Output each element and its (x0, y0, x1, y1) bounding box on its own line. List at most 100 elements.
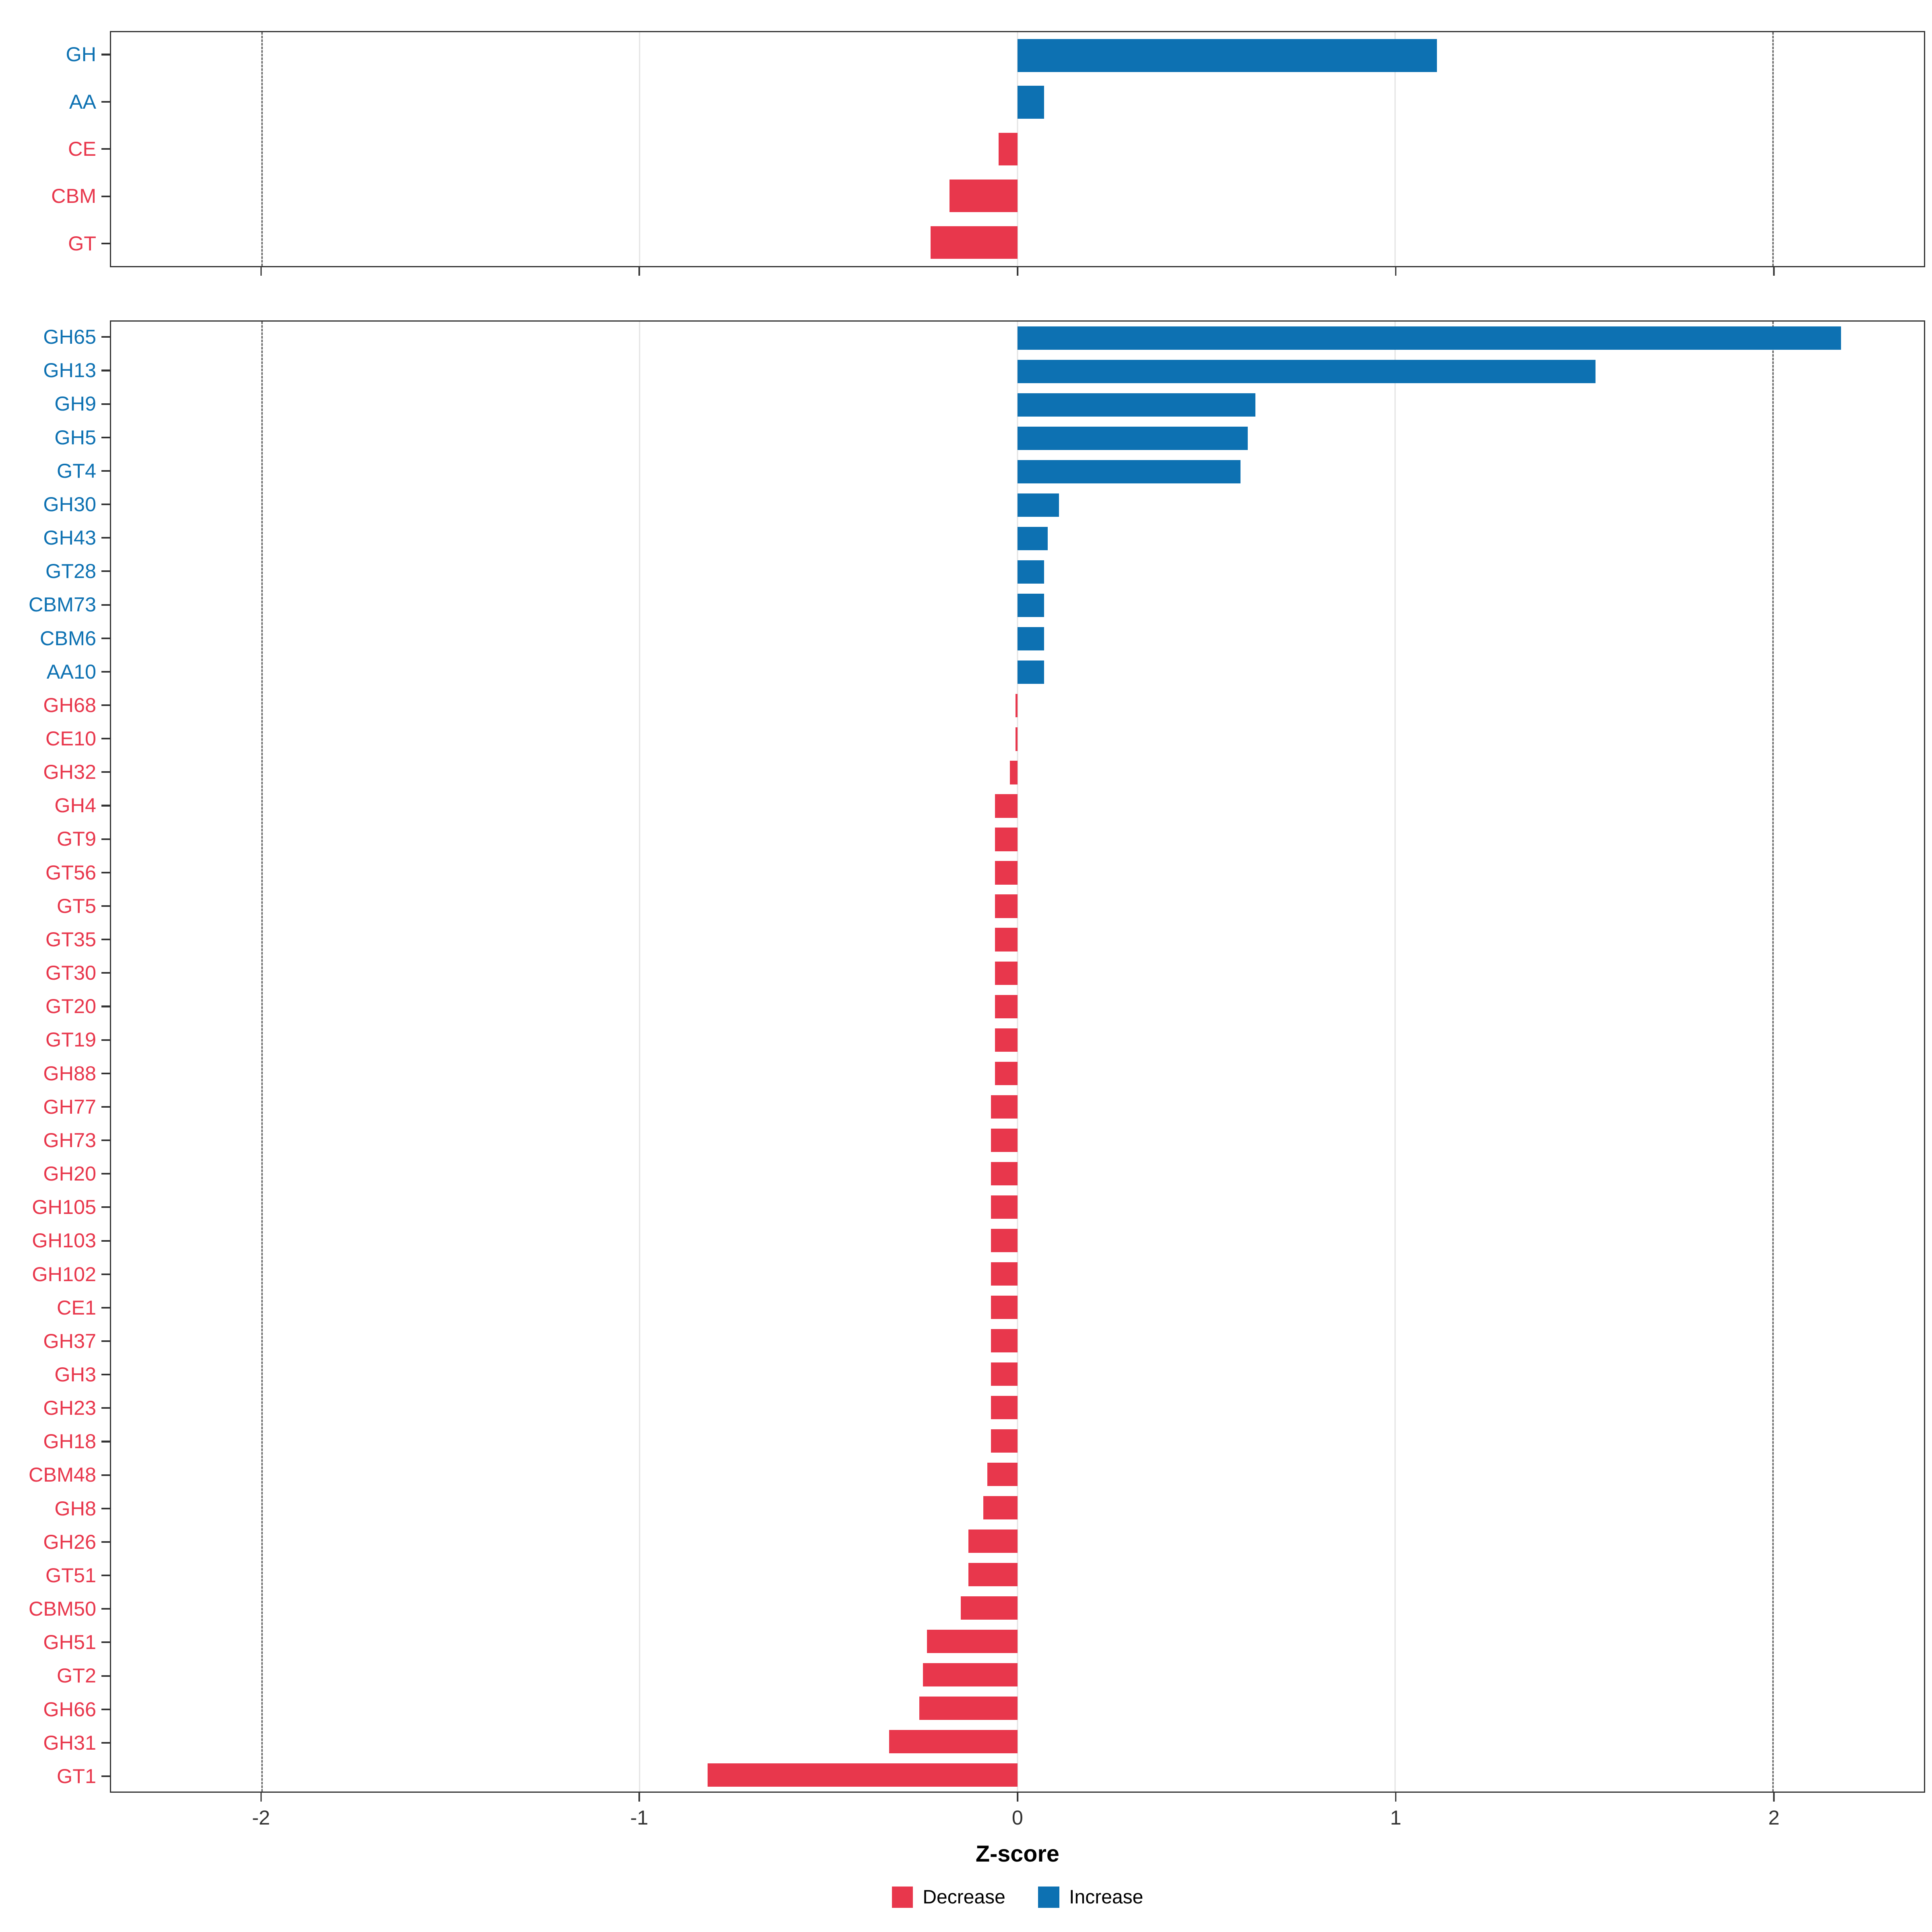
y-axis-label-row: GH43 (0, 521, 110, 555)
y-axis-label: GH3 (54, 1362, 97, 1386)
bar (1017, 460, 1241, 484)
bar-row (111, 823, 1924, 856)
bar (1017, 594, 1044, 617)
bar (995, 894, 1018, 918)
y-axis-label-row: GH (0, 31, 110, 78)
bar-row (111, 789, 1924, 823)
y-axis-label-row: GH105 (0, 1191, 110, 1224)
y-axis-label-row: GH103 (0, 1224, 110, 1257)
y-axis-label: AA (69, 90, 97, 113)
y-axis-tick (101, 838, 110, 840)
bar (991, 1329, 1018, 1352)
y-axis-label: GH32 (43, 760, 97, 784)
bar-row (111, 355, 1924, 388)
y-axis-tick (101, 1474, 110, 1476)
bar (1017, 326, 1841, 350)
y-axis-tick (101, 1608, 110, 1610)
bar-row (111, 689, 1924, 722)
bar-row (111, 1357, 1924, 1391)
y-axis-tick (101, 195, 110, 197)
bar (1016, 727, 1018, 751)
y-axis-label: GH5 (54, 425, 97, 449)
y-axis-tick (101, 570, 110, 572)
class-panel-plot-area (109, 31, 1926, 267)
x-axis-tick (260, 1793, 262, 1802)
y-axis-label-row: GT19 (0, 1023, 110, 1057)
y-axis-label: GT35 (45, 927, 97, 951)
legend-swatch-increase (1038, 1887, 1060, 1908)
y-axis-tick (101, 1039, 110, 1041)
bar (995, 928, 1018, 952)
bar-row (111, 856, 1924, 890)
x-tick-label: 2 (1768, 1806, 1780, 1829)
y-axis-label-row: GH65 (0, 320, 110, 354)
y-axis-label-row: CBM48 (0, 1458, 110, 1492)
y-axis-tick (101, 470, 110, 472)
legend-label: Increase (1069, 1887, 1144, 1908)
bar-row (111, 1524, 1924, 1558)
y-axis-label-row: GT56 (0, 856, 110, 889)
bar (991, 1095, 1018, 1119)
y-axis-label-row: CE1 (0, 1291, 110, 1324)
bar (1017, 360, 1596, 384)
y-axis-tick (101, 1206, 110, 1208)
y-axis-tick (101, 436, 110, 438)
y-axis-label-row: GH5 (0, 421, 110, 454)
y-axis-label: GH68 (43, 693, 97, 716)
y-axis-label-row: GT30 (0, 956, 110, 990)
y-axis-label-row: CBM6 (0, 621, 110, 655)
reference-line (1772, 32, 1774, 266)
y-axis-label: GH31 (43, 1731, 97, 1754)
legend-row: Decrease Increase (0, 1872, 1925, 1922)
bar (991, 1195, 1018, 1219)
bar (1017, 427, 1248, 450)
y-axis-tick (101, 1441, 110, 1443)
y-axis-tick (101, 1775, 110, 1777)
y-axis-label-row: GH51 (0, 1626, 110, 1659)
legend-label: Decrease (923, 1887, 1005, 1908)
y-axis-tick (101, 1340, 110, 1342)
y-axis-tick (101, 101, 110, 103)
bar-row (111, 656, 1924, 689)
x-tick-label: 1 (1390, 1806, 1402, 1829)
y-axis-label-row: GH3 (0, 1358, 110, 1391)
bar-row (111, 1290, 1924, 1324)
bar (991, 1295, 1018, 1319)
legend-item-increase: Increase (1038, 1886, 1143, 1908)
x-tick-label: -2 (252, 1806, 270, 1829)
bar (991, 1228, 1018, 1252)
gridline (639, 321, 640, 1792)
bar (1010, 761, 1018, 784)
y-axis-label-row: CBM50 (0, 1592, 110, 1626)
bar (991, 1395, 1018, 1419)
y-axis-tick (101, 1541, 110, 1543)
y-axis-tick (101, 1374, 110, 1376)
y-axis-label: GH65 (43, 325, 97, 349)
y-axis-tick (101, 336, 110, 338)
bar (1017, 493, 1059, 517)
y-axis-label: GH51 (43, 1631, 97, 1654)
bar-row (111, 1624, 1924, 1658)
y-axis-label-row: GT4 (0, 454, 110, 487)
bar-row (111, 990, 1924, 1023)
bar (991, 1162, 1018, 1185)
x-axis-tick (1017, 1793, 1018, 1802)
y-axis-label: GH13 (43, 359, 97, 382)
y-axis-label-row: GH30 (0, 488, 110, 521)
y-axis-label: GT4 (57, 459, 97, 482)
y-axis-tick (101, 369, 110, 372)
y-axis-tick (101, 537, 110, 539)
reference-line (261, 32, 263, 266)
y-axis-tick (101, 738, 110, 740)
y-axis-tick (101, 1240, 110, 1242)
y-axis-tick (101, 604, 110, 606)
gridline (1394, 32, 1396, 266)
y-axis-label: GT (68, 231, 97, 255)
bar-row (111, 1123, 1924, 1157)
y-axis-label-row: GT51 (0, 1559, 110, 1592)
bar-row (111, 422, 1924, 455)
class-panel-plot-column (109, 31, 1926, 277)
family-bar-rows (111, 322, 1924, 1792)
y-axis-label-row: GH8 (0, 1492, 110, 1525)
